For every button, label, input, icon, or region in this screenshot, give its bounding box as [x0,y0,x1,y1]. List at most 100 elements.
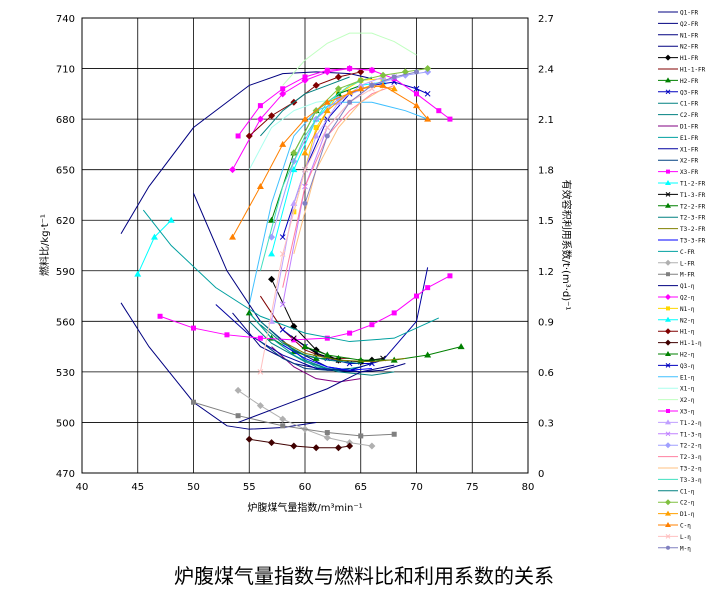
legend-item: C-FR [658,249,695,256]
data-point [666,409,670,413]
series-T2-2-FR [301,343,465,363]
legend-item: N1-FR [658,32,698,39]
data-point [279,90,287,98]
series-line [248,98,339,170]
legend-label: H1-η [680,329,695,336]
y-tick-label: 590 [56,267,75,278]
legend-item: H1-1-FR [658,67,706,74]
legend-item: L-FR [658,259,695,267]
data-point [191,325,196,331]
series-X2-η [282,32,417,86]
y-axis-title: 燃料比/kg·t⁻¹ [38,214,51,276]
legend-label: N2-FR [680,44,698,51]
legend-item: X2-η [658,397,695,404]
legend-label: T3-2-FR [680,226,706,233]
data-point [665,294,671,300]
legend-item: D1-FR [658,124,698,131]
data-point [302,74,308,80]
legend-item: T3-2-η [658,466,702,473]
data-point [665,180,671,185]
data-point [436,108,442,114]
legend-label: C2-FR [680,112,698,119]
series-M-FR [191,399,397,439]
data-point [290,335,297,342]
chart: 40 45 50 55 60 65 70 75 80 470 500 530 560 590 620 650 6… [38,10,706,553]
data-point [323,107,331,114]
y2-tick-label: 1.8 [538,166,554,177]
series-line [248,101,428,305]
series-layer [120,32,465,452]
legend-label: T2-3-η [680,454,702,461]
data-point [334,444,342,452]
data-point [414,69,419,75]
series-line [282,341,406,363]
series-line [120,71,373,234]
legend-item: T2-2-FR [658,202,706,210]
series-T2-3-FR [260,324,361,364]
series-X2-FR [260,341,350,371]
data-point [665,522,671,527]
legend-label: C1-η [680,488,695,495]
data-point [279,326,286,333]
y-tick-label: 470 [56,469,75,480]
data-point [229,166,237,174]
series-line [271,76,384,322]
data-point [290,166,298,173]
legend-label: E1-FR [680,135,698,142]
data-point [245,435,253,443]
legend-label: X2-η [680,397,695,404]
legend-label: H1-1-η [680,340,702,347]
x-tick-label: 55 [243,482,256,493]
legend-item: X3-η [658,409,695,416]
data-point [323,434,331,442]
data-point [357,81,365,88]
y-tick-label: 650 [56,166,75,177]
series-C-η [229,81,432,240]
x-tick-label: 40 [76,482,89,493]
legend-label: X2-FR [680,158,698,165]
series-N2-η [268,78,387,257]
data-point [346,88,354,95]
series-line [282,32,417,86]
x-tick-label: 60 [299,482,312,493]
y2-tick-label: 1.5 [538,216,554,227]
plot-frame [81,17,529,474]
data-point [391,431,397,437]
data-point [279,301,286,308]
series-T2-3-η [282,84,395,288]
data-point [302,200,308,206]
legend-item: H1-η [658,328,695,336]
legend-label: H1-FR [680,55,698,62]
data-point [413,102,420,109]
legend-item: T1-3-FR [658,192,706,199]
legend-label: T3-2-η [680,466,702,473]
data-point [457,343,465,350]
legend-item: Q3-η [658,363,695,370]
legend-item: T1-2-FR [658,180,706,188]
legend-label: L-FR [680,260,695,267]
data-point [324,133,330,139]
data-point [666,272,670,277]
legend-label: C1-FR [680,101,698,108]
legend-label: T3-3-FR [680,238,706,245]
series-C-FR [142,209,440,343]
legend-item: C2-η [658,499,695,507]
y-tick-label: 710 [56,65,75,76]
legend-item: C1-η [658,488,695,495]
data-point [665,316,671,322]
data-point [413,85,420,92]
data-point [279,415,287,423]
data-point [229,233,237,240]
data-point [257,335,263,341]
legend-item: T3-2-FR [658,226,706,233]
series-line [282,344,372,371]
data-point [268,275,276,283]
y-tick-label: 680 [56,115,75,126]
legend-item: H1-FR [658,54,698,62]
data-point [150,233,158,240]
series-line [137,219,172,275]
series-line [260,324,361,364]
y-tick-label: 560 [56,317,75,328]
legend-item: N2-η [658,316,695,324]
data-point [157,313,163,319]
